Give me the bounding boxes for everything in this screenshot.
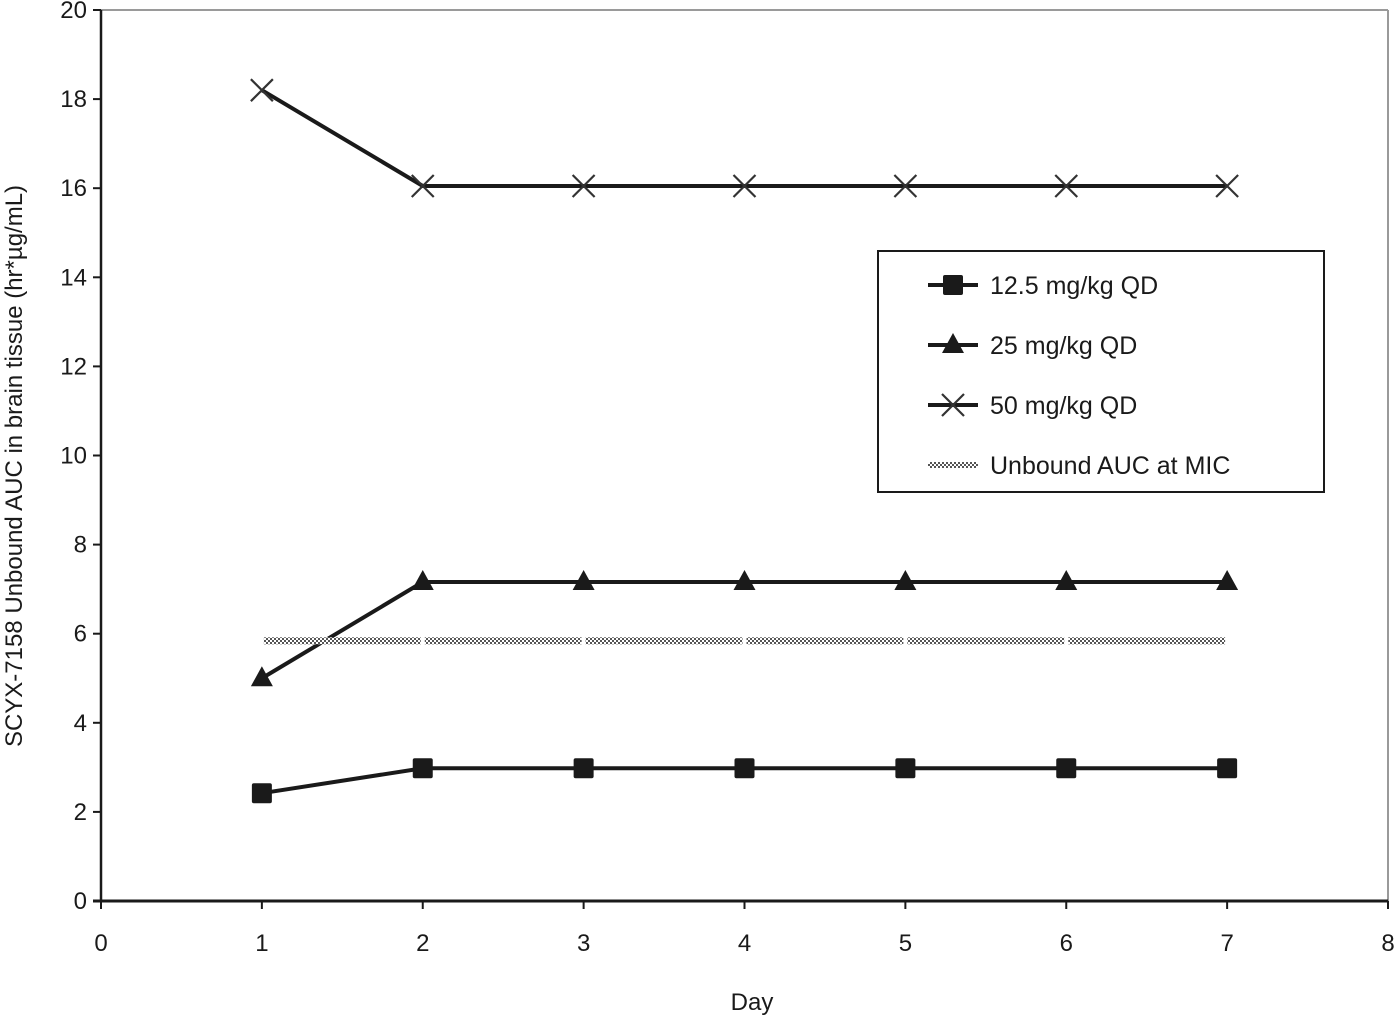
x-tick-label: 0 xyxy=(94,930,107,957)
x-marker-icon xyxy=(893,174,918,198)
x-axis: 0 1 2 3 4 5 6 7 8 xyxy=(93,899,1395,957)
x-tick-label: 8 xyxy=(1381,930,1394,957)
triangle-marker-icon xyxy=(250,666,273,687)
legend-label: 50 mg/kg QD xyxy=(990,392,1137,420)
y-tick-label: 0 xyxy=(74,888,87,915)
x-tick-label: 1 xyxy=(255,930,268,957)
legend-label: 12.5 mg/kg QD xyxy=(990,272,1158,300)
x-tick-label: 2 xyxy=(416,930,429,957)
series-25-mg-kg-qd xyxy=(250,570,1239,687)
x-marker-icon xyxy=(1054,174,1079,198)
x-marker-icon xyxy=(732,174,757,198)
legend-item: 25 mg/kg QD xyxy=(928,332,1137,360)
square-marker-icon xyxy=(251,783,272,804)
legend-item: 50 mg/kg QD xyxy=(928,392,1137,420)
square-marker-icon xyxy=(895,758,916,779)
x-marker-icon xyxy=(1215,174,1239,198)
triangle-marker-icon xyxy=(572,570,595,591)
series-12-5-mg-kg-qd xyxy=(251,758,1238,804)
series-line xyxy=(260,580,1228,680)
y-tick-label: 18 xyxy=(60,86,87,113)
y-tick-label: 14 xyxy=(60,264,87,291)
y-tick-label: 12 xyxy=(60,353,87,380)
y-tick-label: 6 xyxy=(74,621,87,648)
x-tick-label: 3 xyxy=(577,930,590,957)
x-marker-icon xyxy=(410,174,435,198)
square-marker-icon xyxy=(573,758,594,779)
x-tick-label: 6 xyxy=(1060,930,1073,957)
y-tick-label: 10 xyxy=(60,443,87,470)
legend-x-marker-icon xyxy=(941,393,965,417)
x-axis-title: Day xyxy=(731,989,774,1016)
series-unbound-auc-at-mic xyxy=(263,637,1226,645)
plot-frame xyxy=(101,9,1389,901)
triangle-marker-icon xyxy=(411,570,434,591)
x-marker-icon xyxy=(250,78,274,102)
legend-square-marker-icon xyxy=(943,275,963,295)
mic-threshold-line xyxy=(585,637,743,645)
mic-threshold-line xyxy=(424,637,582,645)
y-tick-label: 8 xyxy=(74,532,87,559)
triangle-marker-icon xyxy=(1055,570,1078,591)
triangle-marker-icon xyxy=(894,570,917,591)
x-tick-label: 5 xyxy=(899,930,912,957)
square-marker-icon xyxy=(1056,758,1077,779)
legend-mic-swatch-icon xyxy=(928,462,978,468)
x-tick-label: 4 xyxy=(738,930,751,957)
legend-triangle-marker-icon xyxy=(942,333,964,353)
series-layer xyxy=(250,78,1239,804)
y-tick-label: 4 xyxy=(74,710,87,737)
x-tick-label: 7 xyxy=(1220,930,1233,957)
x-marker-icon xyxy=(571,174,596,198)
mic-threshold-line xyxy=(1068,637,1226,645)
y-axis: 0 2 4 6 8 10 12 14 16 18 20 xyxy=(60,0,103,915)
triangle-marker-icon xyxy=(1216,570,1239,591)
square-marker-icon xyxy=(412,758,433,779)
y-tick-label: 16 xyxy=(60,175,87,202)
y-tick-label: 2 xyxy=(74,799,87,826)
legend-label: 25 mg/kg QD xyxy=(990,332,1137,360)
y-axis-title: SCYX-7158 Unbound AUC in brain tissue (h… xyxy=(1,185,28,747)
legend-label: Unbound AUC at MIC xyxy=(990,452,1230,480)
mic-threshold-line xyxy=(263,637,421,645)
y-tick-label: 20 xyxy=(60,0,87,24)
legend-item: 12.5 mg/kg QD xyxy=(928,272,1158,300)
mic-threshold-line xyxy=(746,637,904,645)
triangle-marker-icon xyxy=(733,570,756,591)
series-50-mg-kg-qd xyxy=(250,78,1239,198)
mic-threshold-line xyxy=(907,637,1065,645)
square-marker-icon xyxy=(1217,758,1238,779)
legend-item: Unbound AUC at MIC xyxy=(928,452,1230,480)
series-line xyxy=(260,88,1228,188)
legend: 12.5 mg/kg QD 25 mg/kg QD 50 mg/kg QD Unbou… xyxy=(877,250,1325,493)
square-marker-icon xyxy=(734,758,755,779)
